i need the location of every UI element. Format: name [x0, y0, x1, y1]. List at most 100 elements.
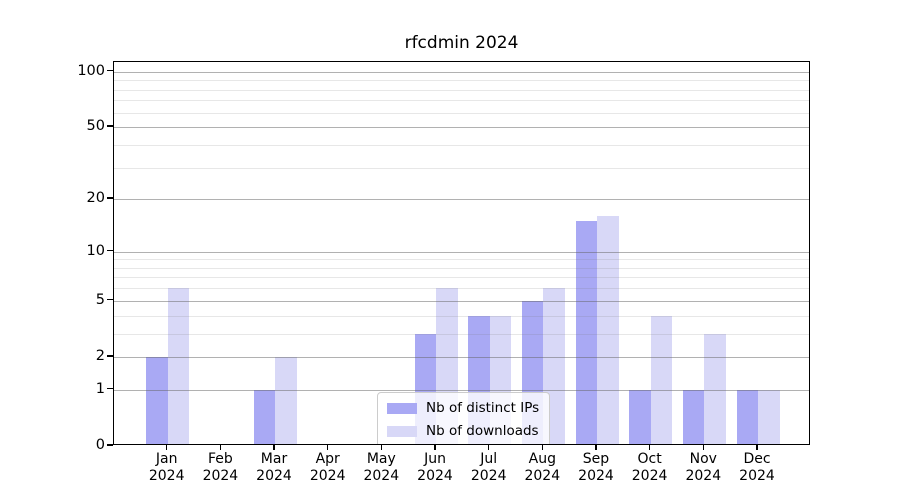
x-axis-tick: [273, 445, 275, 450]
x-axis-tick: [380, 445, 382, 450]
x-axis-tick: [219, 445, 222, 450]
minor-gridline: [114, 277, 809, 279]
y-tick-label: 1: [95, 380, 105, 397]
minor-gridline: [114, 89, 809, 91]
bar-downloads: [758, 389, 780, 444]
x-axis-tick: [166, 445, 168, 450]
major-gridline: [114, 300, 809, 302]
x-tick-year: 2024: [631, 468, 668, 484]
y-axis-tick: [107, 299, 113, 301]
x-tick-year: 2024: [202, 468, 239, 484]
x-axis-tick: [648, 445, 651, 450]
chart-title: rfcdmin 2024: [404, 33, 519, 53]
bar-downloads: [650, 315, 673, 444]
legend-label-distinct-ips: Nb of distinct IPs: [426, 400, 540, 416]
x-tick-year: 2024: [578, 468, 614, 484]
minor-gridline: [114, 333, 809, 335]
y-axis-tick: [107, 249, 113, 252]
minor-gridline: [114, 259, 809, 261]
x-tick-label: Jul 2024: [457, 451, 521, 485]
x-tick-year: 2024: [524, 468, 561, 484]
x-tick-year: 2024: [148, 468, 185, 484]
bar-distinct-ips: [575, 221, 597, 444]
y-axis-tick: [107, 355, 113, 357]
x-axis-tick: [756, 445, 758, 450]
x-axis-tick: [541, 445, 543, 450]
major-gridline: [114, 251, 809, 253]
minor-gridline: [114, 288, 809, 290]
x-tick-label: Aug 2024: [510, 451, 574, 485]
minor-gridline: [114, 100, 809, 102]
y-tick-label: 10: [86, 242, 105, 259]
y-tick-label: 2: [95, 347, 105, 364]
x-tick-month: Sep: [582, 451, 610, 467]
x-axis-tick: [488, 445, 490, 450]
x-tick-label: Oct 2024: [618, 451, 682, 485]
bar-distinct-ips: [629, 389, 651, 444]
y-axis-tick: [107, 197, 113, 199]
x-tick-year: 2024: [256, 468, 292, 484]
legend-entry-downloads: Nb of downloads: [387, 423, 539, 439]
y-tick-label: 50: [86, 118, 105, 135]
y-tick-label: 5: [95, 291, 105, 308]
y-tick-label: 100: [77, 62, 105, 79]
bar-distinct-ips: [253, 389, 275, 444]
y-axis-tick: [107, 444, 113, 446]
x-tick-month: Feb: [207, 451, 233, 467]
x-axis-tick: [327, 445, 329, 450]
x-tick-month: Dec: [743, 451, 771, 467]
x-tick-label: Dec 2024: [725, 451, 789, 485]
minor-gridline: [114, 315, 809, 317]
minor-gridline: [114, 167, 809, 169]
x-tick-label: May 2024: [349, 451, 413, 485]
x-tick-year: 2024: [417, 468, 453, 484]
legend-entry-distinct-ips: Nb of distinct IPs: [387, 400, 539, 416]
minor-gridline: [114, 144, 809, 146]
legend-label-downloads: Nb of downloads: [426, 423, 539, 439]
x-tick-label: Nov 2024: [671, 451, 735, 485]
bar-downloads: [275, 356, 297, 444]
x-tick-label: Jan 2024: [135, 451, 199, 485]
y-tick-label: 20: [86, 190, 105, 207]
bar-downloads: [704, 333, 726, 444]
x-tick-month: May: [366, 451, 396, 467]
major-gridline: [114, 199, 809, 201]
major-gridline: [114, 127, 809, 129]
x-tick-month: Oct: [637, 451, 662, 467]
major-gridline: [114, 389, 809, 391]
y-axis-tick: [107, 70, 113, 72]
x-tick-year: 2024: [685, 468, 722, 484]
x-tick-month: Aug: [528, 451, 556, 467]
x-tick-month: Jan: [155, 451, 178, 467]
major-gridline: [114, 356, 809, 358]
x-tick-label: Jun 2024: [403, 451, 467, 485]
bar-distinct-ips: [146, 356, 168, 444]
major-gridline: [114, 71, 809, 73]
x-tick-year: 2024: [470, 468, 507, 484]
x-tick-month: Jun: [424, 451, 446, 467]
legend-swatch-distinct-ips: [387, 402, 417, 414]
x-tick-month: Jul: [480, 451, 498, 467]
plot-area: Nb of distinct IPs Nb of downloads: [113, 61, 810, 445]
bar-distinct-ips: [682, 389, 705, 444]
bar-downloads: [597, 216, 619, 444]
x-axis-tick: [434, 445, 436, 450]
x-tick-month: Nov: [689, 451, 717, 467]
x-tick-year: 2024: [309, 468, 346, 484]
x-tick-label: Feb 2024: [188, 451, 252, 485]
bar-distinct-ips: [736, 389, 758, 444]
legend: Nb of distinct IPs Nb of downloads: [377, 392, 551, 444]
x-tick-month: Apr: [315, 451, 340, 467]
x-tick-year: 2024: [363, 468, 400, 484]
y-axis-tick: [107, 125, 113, 127]
legend-swatch-downloads: [387, 425, 417, 437]
y-tick-label: 0: [95, 437, 105, 453]
minor-gridline: [114, 80, 809, 82]
x-axis-tick: [595, 445, 597, 450]
bar-downloads: [167, 288, 190, 444]
y-axis-tick: [107, 388, 113, 390]
x-tick-year: 2024: [739, 468, 775, 484]
x-tick-label: Sep 2024: [564, 451, 628, 485]
minor-gridline: [114, 267, 809, 269]
